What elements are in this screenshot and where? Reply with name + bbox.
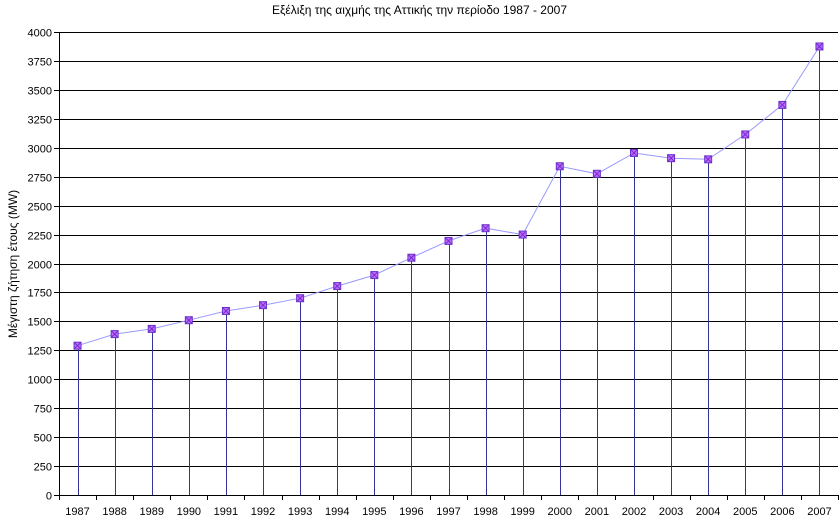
data-point <box>741 130 750 139</box>
data-point <box>110 330 119 339</box>
data-point <box>444 236 453 245</box>
data-point <box>259 301 268 310</box>
y-tick-label: 1250 <box>28 346 52 358</box>
data-point-cross <box>778 101 787 109</box>
x-tick-label: 2003 <box>659 506 683 518</box>
y-tick-label: 0 <box>46 491 52 503</box>
data-point <box>370 271 379 280</box>
x-tick-label: 1991 <box>214 506 238 518</box>
x-tick-label: 1989 <box>139 506 163 518</box>
y-axis-label: Μέγιστη ζήτηση έτους (MW) <box>6 190 20 338</box>
x-tick-label: 1998 <box>473 506 497 518</box>
data-point <box>221 306 230 315</box>
data-point <box>667 154 676 163</box>
data-point <box>555 162 564 171</box>
data-point-cross <box>296 294 304 303</box>
data-markers <box>73 42 824 350</box>
gridlines <box>59 32 838 467</box>
x-tick-label: 1997 <box>436 506 460 518</box>
y-tick-label: 2000 <box>28 260 52 272</box>
data-point <box>73 341 82 350</box>
data-point <box>518 230 527 239</box>
data-point <box>481 224 490 233</box>
y-tick-label: 1000 <box>28 375 52 387</box>
drop-lines <box>78 46 820 495</box>
chart-title: Εξέλιξη της αιχμής της Αττικής την περίο… <box>271 3 567 17</box>
y-tick-label: 1750 <box>28 288 52 300</box>
data-point-cross <box>222 307 230 315</box>
data-point-cross <box>667 154 675 163</box>
data-point-cross <box>704 155 713 164</box>
y-tick-label: 500 <box>34 433 52 445</box>
data-point <box>629 148 638 157</box>
data-point-cross <box>481 224 490 233</box>
data-point-cross <box>593 169 601 178</box>
y-tick-label: 3750 <box>28 57 52 69</box>
data-point-cross <box>444 237 453 245</box>
axes <box>54 32 839 500</box>
data-point <box>296 294 305 303</box>
y-tick-label: 1500 <box>28 317 52 329</box>
data-point-cross <box>110 330 119 338</box>
x-tick-label: 2002 <box>622 506 646 518</box>
data-point-cross <box>333 282 342 290</box>
y-tick-labels: 0 250 500 750 1000 1250 1500 1750 2000 2250 2500 27… <box>28 28 52 503</box>
y-tick-label: 750 <box>34 404 52 416</box>
y-tick-label: 3500 <box>28 86 52 98</box>
data-point-cross <box>147 325 156 333</box>
x-tick-label: 2004 <box>696 506 720 518</box>
data-point-cross <box>407 253 416 262</box>
x-tick-label: 1990 <box>177 506 201 518</box>
data-point-cross <box>259 301 267 310</box>
data-point-cross <box>184 316 193 325</box>
data-point-cross <box>815 42 824 51</box>
y-tick-label: 250 <box>34 462 52 474</box>
data-point <box>333 282 342 291</box>
y-tick-label: 3000 <box>28 144 52 156</box>
data-point-cross <box>555 162 564 171</box>
y-tick-label: 4000 <box>28 28 52 40</box>
x-tick-label: 1999 <box>510 506 534 518</box>
x-tick-label: 2007 <box>807 506 831 518</box>
y-tick-label: 3250 <box>28 115 52 127</box>
x-tick-label: 2006 <box>770 506 794 518</box>
x-tick-label: 2000 <box>548 506 572 518</box>
x-tick-label: 1987 <box>65 506 89 518</box>
x-tick-labels: 1987 1988 1989 1990 1991 1992 1993 1994 1995 1996… <box>65 506 831 518</box>
data-point <box>184 316 193 325</box>
x-tick-label: 2001 <box>585 506 609 518</box>
data-point <box>815 42 824 51</box>
data-point <box>407 253 416 262</box>
x-tick-label: 1995 <box>362 506 386 518</box>
data-point-cross <box>73 341 82 350</box>
x-tick-label: 1988 <box>102 506 126 518</box>
data-point-cross <box>630 149 638 157</box>
y-tick-label: 2750 <box>28 173 52 185</box>
x-tick-label: 1996 <box>399 506 423 518</box>
data-point <box>704 155 713 164</box>
y-tick-label: 2250 <box>28 231 52 243</box>
data-point <box>147 324 156 333</box>
data-point <box>778 100 787 109</box>
x-tick-label: 1994 <box>325 506 349 518</box>
y-tick-label: 2500 <box>28 202 52 214</box>
x-tick-label: 1992 <box>251 506 275 518</box>
data-point-cross <box>518 230 527 239</box>
x-tick-label: 1993 <box>288 506 312 518</box>
x-tick-label: 2005 <box>733 506 757 518</box>
data-point-cross <box>741 130 750 139</box>
data-point <box>592 169 601 178</box>
data-point-cross <box>370 271 379 279</box>
